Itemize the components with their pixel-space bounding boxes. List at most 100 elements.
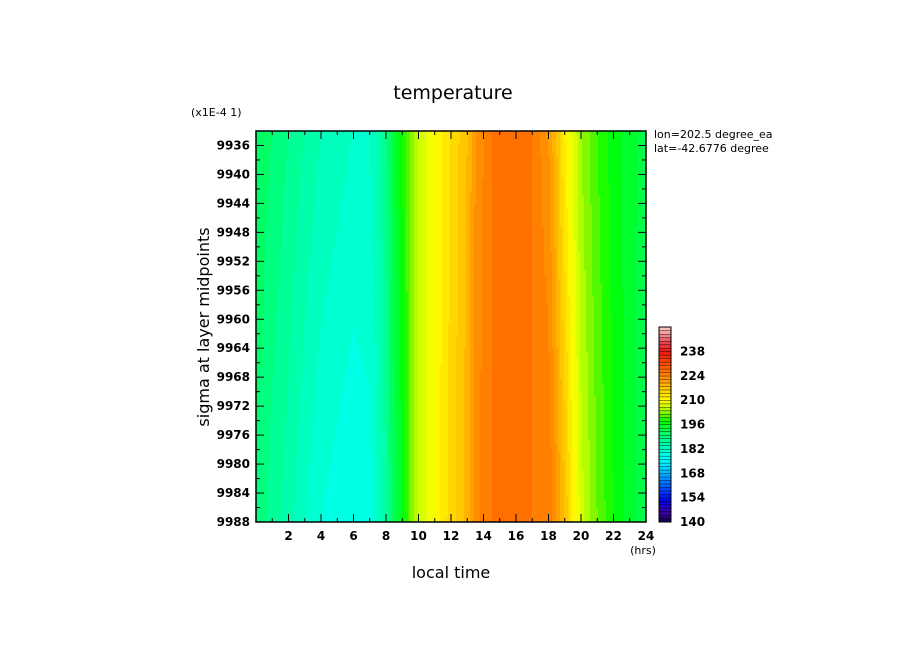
contour-cell: [368, 209, 371, 215]
contour-cell: [290, 239, 293, 245]
contour-cell: [384, 204, 387, 210]
contour-cell: [472, 187, 475, 193]
contour-cell: [376, 230, 379, 236]
contour-cell: [604, 204, 607, 210]
contour-cell: [440, 148, 443, 154]
contour-cell: [530, 157, 533, 163]
contour-cell: [446, 196, 449, 202]
contour-cell: [540, 170, 543, 176]
contour-cell: [374, 157, 377, 163]
contour-cell: [514, 170, 517, 176]
contour-cell: [616, 174, 619, 180]
contour-cell: [314, 187, 317, 193]
contour-cell: [358, 200, 361, 206]
contour-cell: [428, 239, 431, 245]
contour-cell: [274, 144, 277, 149]
contour-cell: [350, 157, 353, 163]
contour-cell: [390, 178, 393, 184]
contour-cell: [392, 213, 395, 219]
contour-cell: [360, 204, 363, 210]
contour-cell: [522, 226, 525, 232]
contour-cell: [512, 152, 515, 158]
contour-cell: [642, 131, 645, 136]
contour-cell: [310, 204, 313, 210]
contour-cell: [612, 170, 615, 176]
contour-cell: [480, 131, 483, 136]
contour-cell: [590, 209, 593, 215]
contour-cell: [322, 131, 325, 136]
contour-cell: [330, 139, 333, 145]
contour-cell: [452, 222, 455, 228]
contour-cell: [518, 131, 521, 136]
contour-cell: [528, 217, 531, 223]
contour-cell: [400, 152, 403, 158]
contour-cell: [542, 139, 545, 145]
contour-cell: [434, 239, 437, 245]
contour-cell: [592, 204, 595, 210]
contour-cell: [592, 200, 595, 206]
contour-cell: [490, 200, 493, 206]
contour-cell: [356, 187, 359, 193]
contour-cell: [452, 200, 455, 206]
contour-cell: [548, 144, 551, 149]
contour-cell: [500, 139, 503, 145]
contour-cell: [576, 144, 579, 149]
contour-cell: [538, 217, 541, 223]
contour-cell: [462, 174, 465, 180]
contour-cell: [388, 139, 391, 145]
contour-cell: [348, 209, 351, 215]
contour-cell: [426, 152, 429, 158]
contour-cell: [266, 165, 269, 171]
contour-cell: [310, 139, 313, 145]
info-lat: lat=-42.6776 degree: [654, 142, 769, 155]
contour-cell: [424, 183, 427, 189]
contour-cell: [588, 235, 591, 241]
contour-cell: [406, 196, 409, 202]
contour-cell: [470, 213, 473, 219]
contour-cell: [526, 230, 529, 236]
contour-cell: [274, 170, 277, 176]
contour-cell: [396, 131, 399, 136]
contour-cell: [458, 213, 461, 219]
contour-cell: [282, 135, 285, 141]
contour-cell: [360, 170, 363, 176]
contour-cell: [524, 235, 527, 241]
contour-cell: [514, 144, 517, 149]
contour-cell: [610, 196, 613, 202]
contour-cell: [594, 148, 597, 154]
contour-cell: [498, 178, 501, 184]
contour-cell: [298, 174, 301, 180]
contour-cell: [428, 209, 431, 215]
contour-cell: [386, 204, 389, 210]
contour-cell: [346, 200, 349, 206]
contour-cell: [270, 235, 273, 241]
contour-cell: [472, 230, 475, 236]
contour-cell: [582, 148, 585, 154]
contour-cell: [494, 200, 497, 206]
contour-cell: [578, 157, 581, 163]
contour-cell: [596, 144, 599, 149]
contour-cell: [364, 196, 367, 202]
contour-cell: [378, 217, 381, 223]
contour-cell: [492, 187, 495, 193]
contour-cell: [422, 222, 425, 228]
contour-cell: [286, 135, 289, 141]
contour-cell: [634, 222, 637, 228]
contour-cell: [366, 196, 369, 202]
contour-cell: [408, 200, 411, 206]
contour-cell: [462, 178, 465, 184]
contour-cell: [604, 170, 607, 176]
contour-cell: [644, 178, 646, 184]
contour-cell: [502, 187, 505, 193]
contour-cell: [532, 139, 535, 145]
contour-cell: [320, 165, 323, 171]
contour-cell: [614, 135, 617, 141]
contour-cell: [362, 144, 365, 149]
contour-cell: [546, 217, 549, 223]
contour-cell: [448, 235, 451, 241]
contour-cell: [612, 157, 615, 163]
contour-cell: [270, 209, 273, 215]
contour-cell: [620, 235, 623, 241]
contour-cell: [332, 226, 335, 232]
contour-cell: [260, 204, 263, 210]
